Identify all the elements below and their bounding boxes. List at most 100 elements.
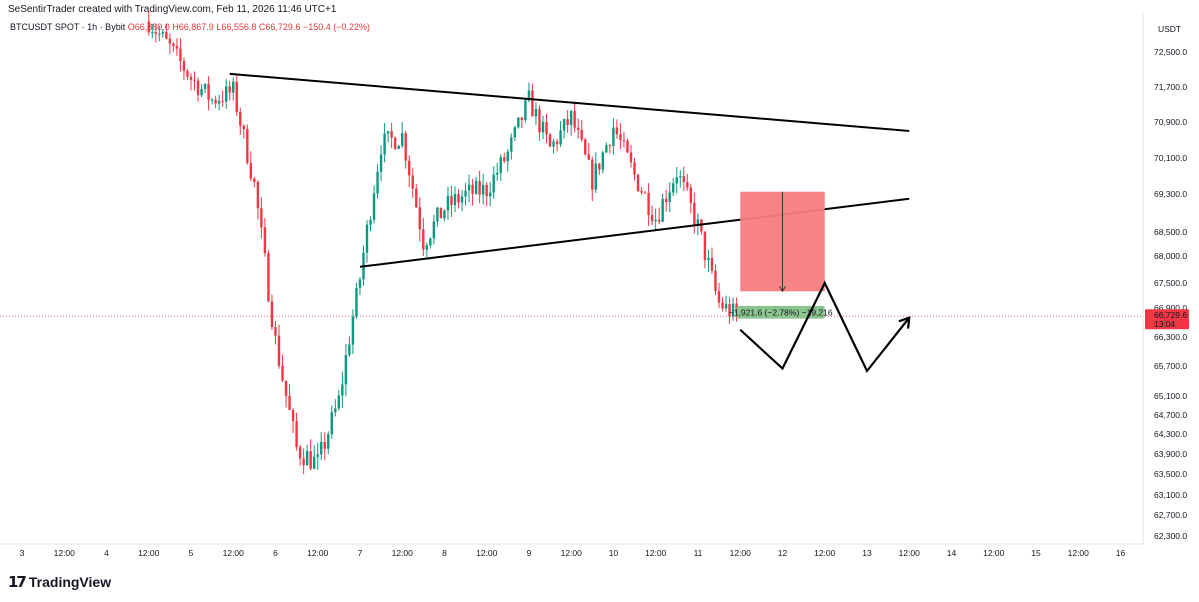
time-tick: 12:00: [223, 548, 245, 558]
candle-body: [436, 207, 439, 222]
candle-body: [654, 219, 657, 222]
candle-body: [703, 231, 707, 261]
price-tick: 64,700.0: [1154, 410, 1187, 420]
time-tick: 12:00: [1068, 548, 1090, 558]
candle-body: [545, 122, 548, 135]
candle-body: [696, 219, 700, 226]
price-tick: 66,300.0: [1154, 332, 1187, 342]
price-tick: 65,700.0: [1154, 361, 1187, 371]
time-tick: 12:00: [645, 548, 667, 558]
candle-body: [657, 219, 661, 222]
candle-body: [337, 395, 341, 409]
price-tick: 69,300.0: [1154, 189, 1187, 199]
measure-label: −1,921.6 (−2.78%) −19,216: [729, 307, 833, 317]
candle-body: [189, 76, 193, 80]
candle-body: [467, 184, 471, 191]
candle-body: [376, 171, 379, 194]
candle-body: [270, 301, 274, 328]
candle-body: [675, 177, 678, 184]
ohlc-change: −150.4 (−0.22%): [302, 22, 371, 32]
candle-body: [267, 253, 270, 302]
candle-body: [330, 412, 333, 435]
candle-body: [693, 202, 696, 226]
candle-body: [415, 188, 418, 208]
candle-body: [717, 290, 721, 303]
candle-body: [239, 112, 242, 126]
candle-body: [161, 31, 165, 34]
candle-body: [443, 210, 446, 219]
candle-body: [291, 409, 295, 422]
brand-name: TradingView: [28, 574, 112, 590]
candle-body: [668, 192, 671, 203]
time-tick: 12:00: [899, 548, 921, 558]
candle-body: [397, 145, 400, 149]
candle-body: [281, 365, 284, 381]
tradingview-footer: 𝟭𝟳 TradingView: [8, 573, 111, 591]
candle-body: [182, 61, 186, 71]
ohlc-low: L66,556.8: [216, 22, 257, 32]
candle-body: [524, 100, 527, 121]
time-tick: 12:00: [138, 548, 160, 558]
candle-body: [210, 99, 214, 101]
candle-body: [615, 127, 619, 135]
candle-body: [242, 125, 245, 130]
candle-body: [320, 441, 323, 455]
candle-body: [591, 159, 594, 190]
candle-body: [457, 194, 460, 203]
candle-body: [474, 181, 478, 194]
candle-body: [383, 133, 386, 155]
price-axis[interactable]: 72,500.0 71,700.0 70,900.0 70,100.0 69,300.0…: [1154, 47, 1187, 541]
projection-path[interactable]: [739, 280, 911, 374]
candle-body: [305, 451, 309, 466]
time-axis[interactable]: 3 12:00 4 12:00 5 12:00 6 12:00 7 12:00 8 12:00 9 12:…: [20, 548, 1126, 558]
candle-body: [298, 447, 302, 459]
candle-body: [527, 90, 531, 101]
candle-body: [541, 122, 545, 133]
candle-body: [302, 458, 305, 466]
candle-body: [686, 181, 689, 188]
candle-body: [429, 238, 432, 246]
candle-body: [650, 215, 654, 222]
time-tick: 12:00: [561, 548, 583, 558]
candle-body: [446, 195, 450, 211]
candle-body: [594, 163, 597, 190]
candle-body: [175, 45, 179, 49]
candle-body: [309, 451, 312, 469]
price-tick: 68,000.0: [1154, 251, 1187, 261]
candle-body: [534, 109, 538, 117]
candle-body: [517, 117, 520, 128]
candle-body: [228, 86, 231, 93]
time-tick: 13: [862, 548, 872, 558]
candle-body: [580, 129, 583, 140]
candle-body: [647, 192, 650, 216]
candle-body: [576, 127, 580, 130]
price-tick: 63,100.0: [1154, 490, 1187, 500]
candle-body: [735, 303, 738, 314]
candle-body: [408, 160, 411, 176]
candle-body: [506, 151, 509, 162]
trendline[interactable]: [229, 72, 910, 132]
candle-body: [619, 134, 622, 141]
candle-body: [439, 207, 443, 219]
trendline[interactable]: [359, 197, 910, 268]
candle-body: [605, 145, 608, 153]
price-tick: 70,100.0: [1154, 153, 1187, 163]
candle-body: [295, 421, 298, 448]
price-tick: 70,900.0: [1154, 117, 1187, 127]
time-tick: 6: [273, 548, 278, 558]
candle-body: [731, 303, 735, 317]
symbol-label[interactable]: BTCUSDT SPOT · 1h · Bybit: [10, 22, 126, 32]
candle-body: [622, 140, 626, 142]
candle-body: [158, 33, 161, 35]
candle-body: [253, 178, 256, 182]
candle-body: [569, 111, 573, 125]
candle-body: [425, 245, 429, 250]
candle-body: [485, 184, 488, 197]
price-tick: 66,900.0: [1154, 303, 1187, 313]
time-tick: 12:00: [983, 548, 1005, 558]
measure-box[interactable]: [736, 305, 825, 319]
candle-body: [351, 316, 355, 345]
candle-body: [232, 81, 235, 93]
candle-body: [277, 335, 281, 366]
